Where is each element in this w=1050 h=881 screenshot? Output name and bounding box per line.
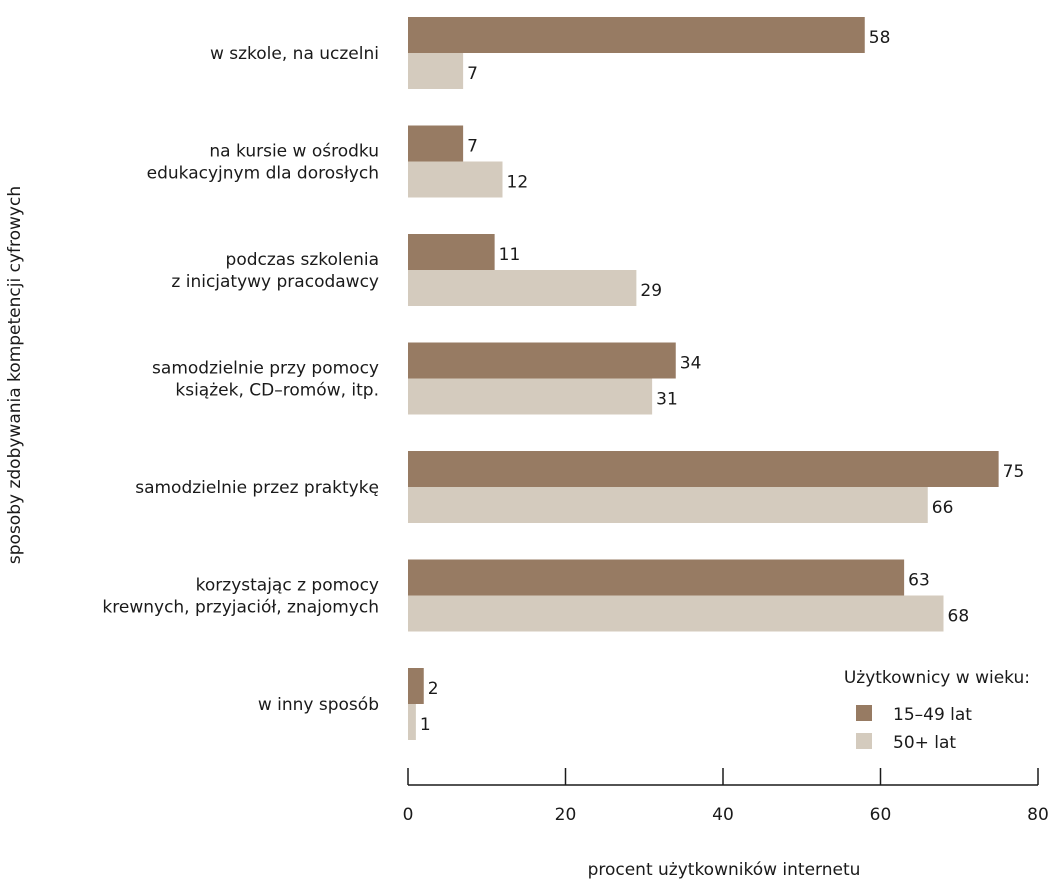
x-axis-title: procent użytkowników internetu xyxy=(588,860,861,880)
category-label-5-line-0: korzystając z pomocy xyxy=(196,576,379,596)
legend-label-15-49: 15–49 lat xyxy=(893,705,972,725)
legend-swatch-15-49 xyxy=(856,705,872,721)
data-label-50plus-2: 29 xyxy=(640,281,662,301)
legend-label-50plus: 50+ lat xyxy=(893,733,956,753)
x-tick-label-0: 0 xyxy=(403,805,414,825)
legend-swatch-50plus xyxy=(856,733,872,749)
data-label-15-49-1: 7 xyxy=(467,137,478,157)
data-label-15-49-3: 34 xyxy=(680,354,702,374)
data-label-15-49-6: 2 xyxy=(428,679,439,699)
bar-15-49-1 xyxy=(408,125,464,162)
category-label-0: w szkole, na uczelni xyxy=(210,44,379,64)
bar-15-49-6 xyxy=(408,668,424,704)
category-label-3-line-1: książek, CD–romów, itp. xyxy=(175,381,379,401)
bar-15-49-2 xyxy=(408,234,495,270)
data-label-50plus-1: 12 xyxy=(507,173,529,193)
category-label-1-line-0: na kursie w ośrodku xyxy=(209,142,379,162)
category-label-1-line-1: edukacyjnym dla dorosłych xyxy=(147,164,379,184)
x-tick-label-80: 80 xyxy=(1027,805,1049,825)
category-label-4: samodzielnie przez praktykę xyxy=(135,478,379,498)
bar-15-49-4 xyxy=(408,451,999,487)
x-tick-label-40: 40 xyxy=(712,805,734,825)
x-axis: 0 20 40 60 80 xyxy=(403,768,1049,825)
data-label-50plus-5: 68 xyxy=(948,607,970,627)
category-label-6: w inny sposób xyxy=(258,695,379,715)
category-label-5-line-1: krewnych, przyjaciół, znajomych xyxy=(102,598,379,618)
data-label-50plus-6: 1 xyxy=(420,715,431,735)
bar-50plus-6 xyxy=(408,704,416,740)
bar-50plus-5 xyxy=(408,595,944,632)
bar-15-49-3 xyxy=(408,342,676,379)
legend: Użytkownicy w wieku: 15–49 lat 50+ lat xyxy=(844,668,1030,753)
data-label-50plus-3: 31 xyxy=(656,390,678,410)
data-label-15-49-5: 63 xyxy=(908,571,930,591)
category-label-3-line-0: samodzielnie przy pomocy xyxy=(152,359,379,379)
bar-15-49-5 xyxy=(408,559,905,596)
bar-50plus-1 xyxy=(408,161,503,198)
data-label-15-49-2: 11 xyxy=(499,245,521,265)
data-label-15-49-0: 58 xyxy=(869,28,891,48)
x-tick-label-60: 60 xyxy=(870,805,892,825)
bar-50plus-2 xyxy=(408,270,637,306)
category-labels: w szkole, na uczelni na kursie w ośrodkue… xyxy=(102,44,379,715)
bar-50plus-0 xyxy=(408,53,464,89)
bar-50plus-4 xyxy=(408,487,928,523)
bar-50plus-3 xyxy=(408,378,653,415)
category-label-2-line-0: podczas szkolenia xyxy=(226,250,379,270)
bar-15-49-0 xyxy=(408,17,865,53)
data-label-50plus-0: 7 xyxy=(467,64,478,84)
x-tick-label-20: 20 xyxy=(555,805,577,825)
y-axis-title: sposoby zdobywania kompetencji cyfrowych xyxy=(5,186,25,564)
legend-title: Użytkownicy w wieku: xyxy=(844,668,1030,688)
data-label-50plus-4: 66 xyxy=(932,498,954,518)
data-label-15-49-4: 75 xyxy=(1003,462,1025,482)
category-label-2-line-1: z inicjatywy pracodawcy xyxy=(171,272,379,292)
